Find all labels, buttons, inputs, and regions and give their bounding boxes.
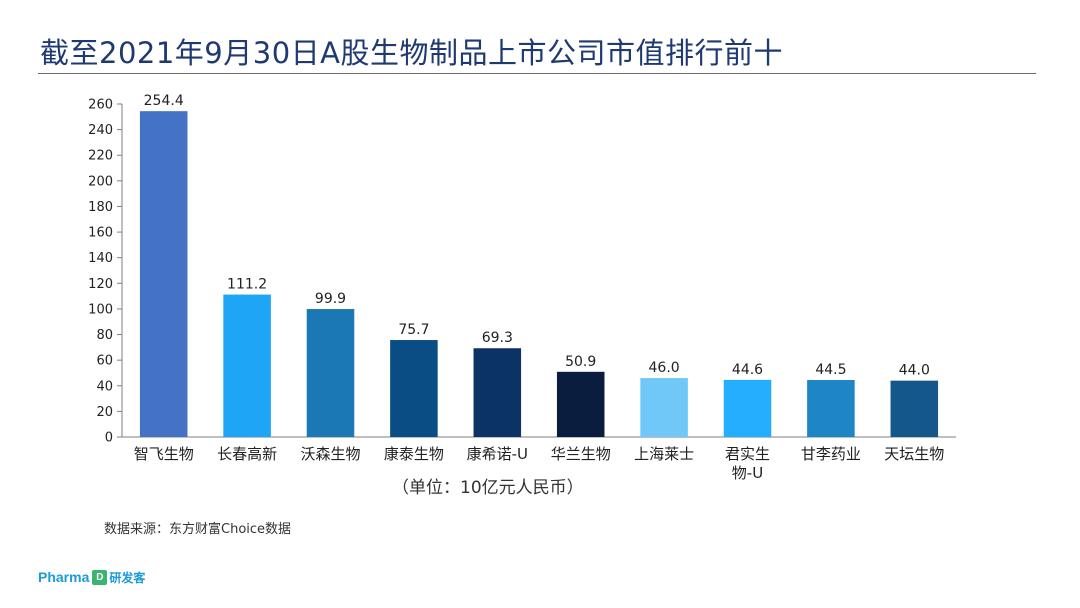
bar: [890, 380, 939, 437]
x-tick-label: 沃森生物: [300, 445, 360, 463]
logo-text-en: Pharma: [38, 569, 90, 585]
x-tick-label: 上海莱士: [634, 445, 694, 463]
unit-note: （单位：10亿元人民币）: [392, 478, 584, 498]
x-tick-label: 华兰生物: [551, 445, 611, 463]
y-tick-label: 140: [88, 251, 113, 266]
y-tick-label: 80: [96, 328, 113, 343]
y-tick-label: 120: [88, 277, 113, 292]
data-label: 44.5: [815, 362, 846, 378]
bar: [640, 378, 688, 437]
y-tick-label: 60: [96, 354, 113, 369]
y-tick-label: 220: [88, 149, 113, 164]
bar: [473, 348, 522, 437]
pharmad-logo: Pharma D 研发客: [38, 567, 145, 587]
data-label: 111.2: [227, 277, 267, 293]
title-divider: [38, 73, 1036, 74]
data-label: 254.4: [144, 93, 184, 109]
y-tick-label: 0: [105, 431, 113, 446]
y-tick-label: 240: [88, 123, 113, 138]
y-tick-label: 180: [88, 200, 113, 215]
bar: [223, 294, 271, 437]
logo-text-cn: 研发客: [109, 570, 146, 585]
y-tick-label: 40: [96, 379, 113, 394]
data-label: 46.0: [649, 360, 680, 376]
data-label: 69.3: [482, 330, 513, 346]
page-title: 截至2021年9月30日A股生物制品上市公司市值排行前十: [40, 36, 783, 70]
data-label: 75.7: [398, 322, 429, 338]
data-label: 44.6: [732, 362, 763, 378]
y-tick-label: 160: [88, 226, 113, 241]
bar: [807, 380, 855, 437]
y-tick-label: 20: [96, 405, 113, 420]
bar: [556, 371, 605, 437]
x-tick-label: 君实生: [725, 445, 770, 463]
x-tick-label: 物-U: [732, 464, 763, 482]
logo-mark-icon: D: [92, 569, 108, 585]
y-tick-label: 200: [88, 174, 113, 189]
data-source: 数据来源：东方财富Choice数据: [104, 522, 292, 537]
data-label: 99.9: [315, 291, 346, 307]
x-tick-label: 康希诺-U: [467, 445, 528, 463]
x-tick-label: 智飞生物: [134, 445, 194, 463]
x-tick-label: 长春高新: [217, 445, 277, 463]
y-tick-label: 260: [88, 98, 113, 113]
x-tick-label: 康泰生物: [384, 445, 444, 463]
x-tick-label: 天坛生物: [884, 445, 944, 463]
bar: [390, 340, 438, 437]
bar: [306, 309, 355, 437]
y-tick-label: 100: [88, 302, 113, 317]
bar: [139, 111, 188, 438]
x-tick-label: 甘李药业: [801, 445, 861, 463]
data-label: 44.0: [899, 363, 930, 379]
data-label: 50.9: [565, 354, 596, 370]
bar: [723, 379, 772, 437]
